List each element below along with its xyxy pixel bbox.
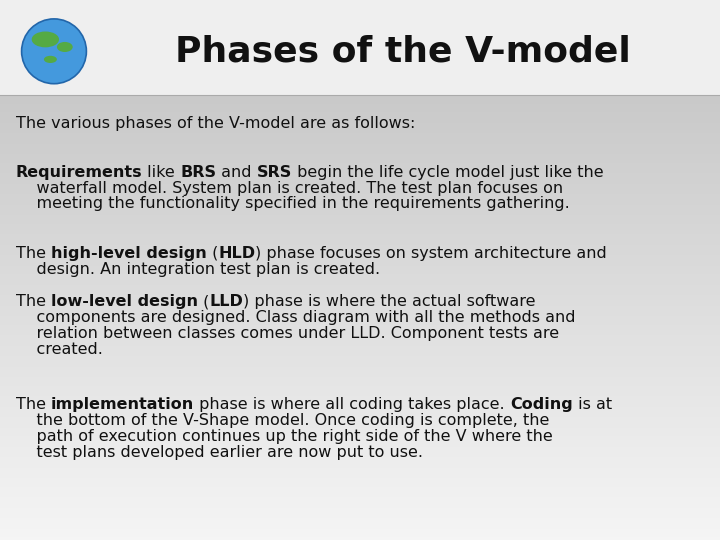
- Text: low-level design: low-level design: [51, 294, 198, 309]
- Text: Phases of the V-model: Phases of the V-model: [176, 35, 631, 68]
- Text: is at: is at: [572, 397, 612, 412]
- Text: SRS: SRS: [257, 165, 292, 180]
- Text: (: (: [198, 294, 210, 309]
- Text: phase is where all coding takes place.: phase is where all coding takes place.: [194, 397, 510, 412]
- Text: test plans developed earlier are now put to use.: test plans developed earlier are now put…: [16, 444, 423, 460]
- Text: meeting the functionality specified in the requirements gathering.: meeting the functionality specified in t…: [16, 197, 570, 212]
- Ellipse shape: [44, 56, 57, 63]
- Ellipse shape: [22, 19, 86, 84]
- Text: BRS: BRS: [180, 165, 216, 180]
- Text: path of execution continues up the right side of the V where the: path of execution continues up the right…: [16, 429, 552, 444]
- Ellipse shape: [57, 42, 73, 52]
- Text: implementation: implementation: [51, 397, 194, 412]
- Text: begin the life cycle model just like the: begin the life cycle model just like the: [292, 165, 604, 180]
- Text: created.: created.: [16, 342, 103, 357]
- Text: the bottom of the V-Shape model. Once coding is complete, the: the bottom of the V-Shape model. Once co…: [16, 413, 549, 428]
- Text: The various phases of the V-model are as follows:: The various phases of the V-model are as…: [16, 116, 415, 131]
- Ellipse shape: [32, 31, 59, 48]
- Text: like: like: [143, 165, 180, 180]
- Text: ) phase focuses on system architecture and: ) phase focuses on system architecture a…: [255, 246, 607, 261]
- Text: HLD: HLD: [218, 246, 255, 261]
- Text: The: The: [16, 246, 51, 261]
- Text: design. An integration test plan is created.: design. An integration test plan is crea…: [16, 261, 380, 276]
- Text: relation between classes comes under LLD. Component tests are: relation between classes comes under LLD…: [16, 326, 559, 341]
- FancyBboxPatch shape: [0, 0, 720, 94]
- Text: high-level design: high-level design: [51, 246, 207, 261]
- Text: components are designed. Class diagram with all the methods and: components are designed. Class diagram w…: [16, 310, 575, 325]
- Text: Requirements: Requirements: [16, 165, 143, 180]
- Text: LLD: LLD: [210, 294, 243, 309]
- Text: (: (: [207, 246, 218, 261]
- Text: and: and: [216, 165, 257, 180]
- Text: The: The: [16, 397, 51, 412]
- Text: ) phase is where the actual software: ) phase is where the actual software: [243, 294, 536, 309]
- Text: The: The: [16, 294, 51, 309]
- Text: waterfall model. System plan is created. The test plan focuses on: waterfall model. System plan is created.…: [16, 180, 563, 195]
- Text: Coding: Coding: [510, 397, 572, 412]
